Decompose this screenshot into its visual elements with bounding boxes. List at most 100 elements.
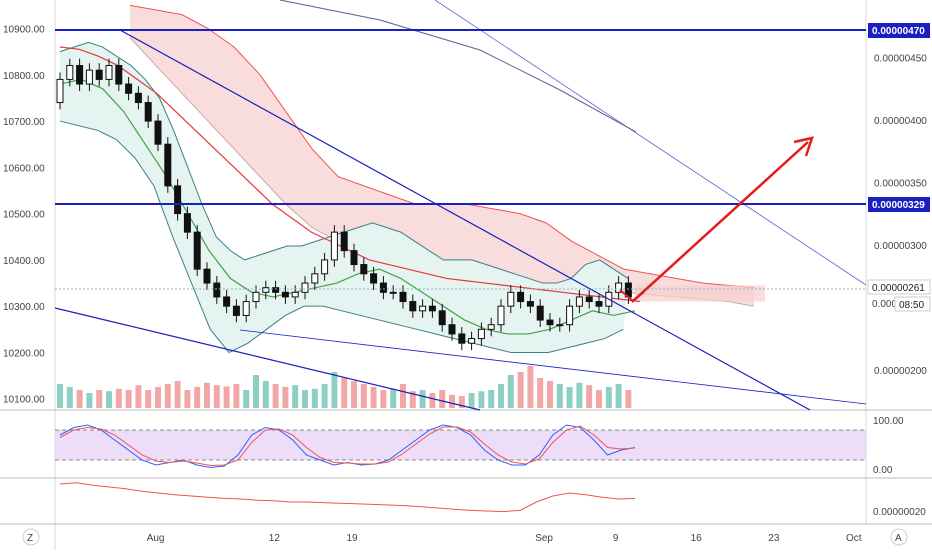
volume-bar: [527, 366, 534, 408]
candle-body: [144, 102, 152, 122]
band-fill: [60, 42, 628, 353]
candle-body: [497, 305, 505, 326]
volume-bar: [184, 390, 191, 408]
volume-bar: [547, 381, 553, 408]
candle-body: [556, 324, 564, 327]
candle-body: [85, 69, 93, 85]
long-ma-line: [279, 0, 637, 133]
candle-body: [272, 287, 280, 293]
candle-body: [477, 328, 485, 340]
candle-body: [428, 305, 436, 312]
left-axis-tick-label: 10100.00: [3, 395, 45, 406]
projection-arrow[interactable]: [619, 136, 814, 303]
volume-bar: [76, 390, 83, 408]
right-axis-tick-label: 0.00000200: [874, 366, 927, 377]
left-price-axis: 10900.00 10800.00 10700.00 10600.00 10500.00…: [3, 25, 45, 406]
time-axis-tick-label: Sep: [535, 533, 553, 544]
volume-bar: [106, 391, 112, 408]
left-axis-tick-label: 10900.00: [3, 25, 45, 36]
candle-body: [566, 305, 574, 326]
zoom-button[interactable]: Z: [22, 528, 40, 546]
osc-line: [59, 482, 636, 513]
stoch-band: [55, 430, 866, 460]
trendline-upper-channel: [434, 0, 867, 286]
volume-bars: [57, 366, 632, 408]
stoch-d-line: [59, 425, 636, 467]
partial-price-text: 0.000: [872, 299, 897, 310]
time-axis-tick-label: 9: [613, 533, 619, 544]
candle-body: [223, 296, 231, 307]
candle-body: [350, 250, 358, 266]
candle-body: [105, 65, 113, 80]
candle-body: [615, 282, 623, 293]
candle-body: [95, 69, 103, 80]
candle-body: [340, 231, 348, 252]
volume-bar: [507, 375, 514, 408]
candle-body: [330, 231, 338, 261]
candle-body: [183, 213, 191, 233]
candle-body: [517, 291, 525, 303]
volume-bar: [164, 384, 171, 408]
volume-bar: [351, 381, 357, 408]
candle-body: [321, 259, 329, 275]
left-axis-tick-label: 10500.00: [3, 210, 45, 221]
volume-bar: [96, 390, 103, 408]
volume-bar: [468, 393, 475, 408]
candle-body: [174, 185, 182, 215]
time-axis-tick-label: 19: [347, 533, 359, 544]
volume-bar: [537, 378, 544, 408]
candle-body: [526, 301, 534, 307]
volume-bar: [174, 381, 181, 408]
candle-body: [66, 65, 74, 80]
oscillator-pane: [59, 482, 636, 513]
candle-body: [56, 78, 64, 104]
volume-bar: [429, 393, 436, 408]
time-axis-tick-label: 16: [691, 533, 703, 544]
volume-bar: [331, 372, 338, 408]
candle-body: [448, 324, 456, 335]
candle-body: [370, 273, 378, 284]
candle-body: [360, 264, 368, 275]
volume-bar: [272, 384, 279, 408]
lower-band-line: [59, 120, 624, 354]
time-axis-tick-label: Aug: [147, 533, 165, 544]
candle-body: [232, 305, 240, 316]
candle-body: [125, 83, 133, 94]
volume-bar: [488, 390, 495, 408]
volume-bar: [341, 378, 348, 408]
auto-scale-button-label: A: [895, 533, 902, 544]
level-tag-top-text: 0.00000470: [872, 26, 925, 37]
volume-bar: [439, 390, 446, 408]
left-axis-tick-label: 10400.00: [3, 256, 45, 267]
zoom-button-label: Z: [27, 533, 33, 544]
candle-body: [213, 282, 221, 298]
volume-bar: [321, 384, 328, 408]
candle-body: [301, 282, 309, 293]
volume-bar: [155, 387, 161, 408]
candle-body: [76, 65, 84, 85]
volume-bar: [615, 384, 622, 408]
volume-bar: [233, 384, 240, 408]
volume-bar: [292, 385, 299, 408]
volume-bar: [311, 388, 318, 408]
volume-bar: [135, 385, 142, 408]
countdown-text: 08:50: [899, 300, 924, 311]
volume-bar: [370, 387, 377, 408]
candle-body: [575, 296, 583, 307]
moving-averages: [59, 46, 641, 335]
volume-bar: [419, 390, 426, 408]
time-axis-tick-label: 23: [768, 533, 780, 544]
volume-bar: [115, 388, 122, 408]
volume-bar: [576, 382, 583, 408]
volume-bar: [204, 382, 210, 408]
candle-body: [154, 120, 162, 145]
candle-body: [399, 291, 407, 303]
candle-body: [311, 273, 319, 284]
volume-bar: [478, 391, 485, 408]
right-axis-tick-label: 0.00000300: [874, 241, 927, 252]
volume-bar: [360, 384, 367, 408]
auto-scale-button[interactable]: A: [890, 528, 908, 546]
volume-bar: [57, 384, 63, 408]
